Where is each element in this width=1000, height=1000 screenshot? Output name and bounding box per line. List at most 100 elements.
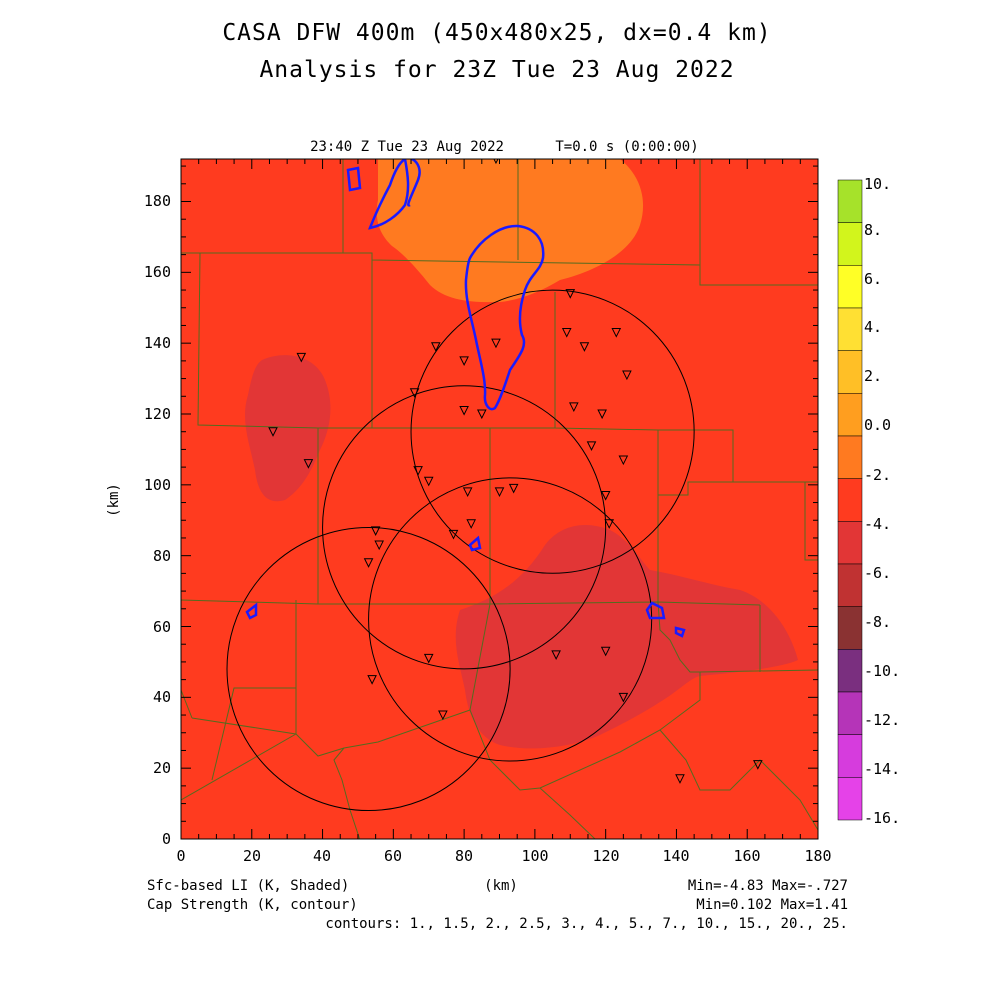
x-tick-label: 80 bbox=[455, 847, 473, 865]
shaded-field-label: Sfc-based LI (K, Shaded) bbox=[147, 878, 349, 894]
li-cool-region-west bbox=[245, 355, 331, 502]
colorbar-labels: 10. 8. 6. 4. 2. 0.0 -2. -4. -6. -8. -10.… bbox=[864, 175, 900, 827]
x-tick-label: 100 bbox=[521, 847, 548, 865]
radar-range-ring bbox=[410, 289, 695, 574]
station-marker-icon bbox=[462, 487, 473, 498]
station-marker-icon bbox=[413, 466, 423, 476]
station-marker-icon bbox=[597, 409, 607, 420]
y-axis-ticks bbox=[181, 165, 818, 840]
colorbar-label: -6. bbox=[864, 564, 891, 582]
colorbar-segment bbox=[837, 179, 863, 223]
station-marker-icon bbox=[423, 653, 434, 664]
station-marker-icon bbox=[303, 459, 314, 469]
x-axis-tick-labels: 0 20 40 60 80 100 120 140 160 180 bbox=[176, 847, 831, 865]
station-marker-icon bbox=[409, 388, 420, 398]
station-marker-icon bbox=[466, 519, 476, 529]
station-marker-icon bbox=[604, 519, 615, 529]
colorbar-label: -12. bbox=[864, 711, 900, 729]
station-marker-icon bbox=[600, 646, 611, 657]
cap-contour-small-1 bbox=[468, 535, 482, 552]
station-marker-icon bbox=[491, 338, 501, 349]
station-marker-icon bbox=[611, 328, 622, 338]
y-tick-label: 0 bbox=[162, 830, 171, 848]
y-tick-label: 80 bbox=[153, 547, 171, 565]
contour-field-label: Cap Strength (K, contour) bbox=[147, 897, 358, 913]
shaded-field-stats: Min=-4.83 Max=-.727 bbox=[688, 878, 848, 894]
y-tick-label: 100 bbox=[144, 476, 171, 494]
y-tick-label: 160 bbox=[144, 263, 171, 281]
colorbar-label: -2. bbox=[864, 466, 891, 484]
station-marker-icon bbox=[551, 650, 561, 660]
colorbar-segment bbox=[837, 307, 863, 351]
colorbar-segment bbox=[837, 350, 863, 394]
station-marker-icon bbox=[600, 490, 611, 501]
station-marker-icon bbox=[370, 526, 381, 536]
y-tick-label: 40 bbox=[153, 688, 171, 706]
forecast-time: T=0.0 s (0:00:00) bbox=[555, 139, 698, 155]
cap-contour-central bbox=[464, 224, 545, 411]
colorbar-label: 4. bbox=[864, 318, 882, 336]
colorbar-segment bbox=[837, 777, 863, 821]
station-marker-icon bbox=[423, 476, 434, 487]
station-markers bbox=[268, 159, 763, 784]
x-tick-label: 140 bbox=[662, 847, 689, 865]
colorbar-segment bbox=[837, 563, 863, 607]
station-marker-icon bbox=[569, 402, 579, 413]
y-tick-label: 120 bbox=[144, 405, 171, 423]
station-marker-icon bbox=[459, 356, 469, 366]
colorbar-label: -8. bbox=[864, 613, 891, 631]
station-marker-icon bbox=[430, 342, 441, 352]
y-axis-label: (km) bbox=[106, 483, 122, 517]
y-tick-label: 20 bbox=[153, 759, 171, 777]
station-marker-icon bbox=[459, 405, 469, 416]
colorbar-label: -4. bbox=[864, 515, 891, 533]
colorbar-segment bbox=[837, 435, 863, 479]
contour-field-stats: Min=0.102 Max=1.41 bbox=[696, 897, 848, 913]
colorbar bbox=[837, 179, 863, 821]
li-cool-region-southeast bbox=[455, 525, 798, 749]
station-marker-icon bbox=[508, 483, 519, 494]
colorbar-segment bbox=[837, 222, 863, 266]
colorbar-label: -14. bbox=[864, 760, 900, 778]
x-tick-label: 0 bbox=[176, 847, 185, 865]
colorbar-segment bbox=[837, 649, 863, 693]
station-marker-icon bbox=[618, 455, 629, 466]
figure-subtitle: Analysis for 23Z Tue 23 Aug 2022 bbox=[259, 57, 734, 83]
station-marker-icon bbox=[561, 328, 572, 338]
colorbar-label: 2. bbox=[864, 367, 882, 385]
station-marker-icon bbox=[448, 529, 459, 540]
station-marker-icon bbox=[675, 774, 685, 784]
map-plot-area bbox=[181, 159, 818, 839]
cap-contour-north-small bbox=[346, 166, 362, 192]
station-marker-icon bbox=[622, 370, 632, 381]
colorbar-label: -16. bbox=[864, 809, 900, 827]
contour-levels: contours: 1., 1.5, 2., 2.5, 3., 4., 5., … bbox=[325, 916, 848, 932]
colorbar-label: 0.0 bbox=[864, 416, 891, 434]
colorbar-segment bbox=[837, 734, 863, 778]
station-marker-icon bbox=[618, 692, 629, 703]
station-marker-icon bbox=[363, 558, 374, 568]
colorbar-segment bbox=[837, 691, 863, 735]
station-marker-icon bbox=[476, 409, 487, 420]
x-tick-label: 160 bbox=[733, 847, 760, 865]
valid-time: 23:40 Z Tue 23 Aug 2022 bbox=[310, 139, 504, 155]
cap-contour-north bbox=[368, 159, 421, 230]
cap-strength-contours bbox=[245, 159, 686, 638]
radar-range-ring bbox=[226, 526, 511, 812]
x-tick-label: 40 bbox=[313, 847, 331, 865]
station-marker-icon bbox=[753, 760, 763, 770]
station-marker-icon bbox=[586, 441, 597, 451]
station-marker-icon bbox=[367, 675, 377, 685]
y-axis-tick-labels: 0 20 40 60 80 100 120 140 160 180 bbox=[144, 192, 171, 848]
x-tick-label: 20 bbox=[243, 847, 261, 865]
x-tick-label: 60 bbox=[384, 847, 402, 865]
li-warm-region bbox=[376, 159, 644, 303]
station-marker-icon bbox=[374, 540, 384, 551]
station-marker-icon bbox=[565, 289, 576, 299]
station-marker-icon bbox=[296, 352, 307, 363]
colorbar-label: -10. bbox=[864, 662, 900, 680]
colorbar-segment bbox=[837, 393, 863, 437]
cap-contour-small-3 bbox=[645, 601, 666, 620]
colorbar-segment bbox=[837, 478, 863, 522]
radar-range-rings bbox=[226, 289, 695, 812]
